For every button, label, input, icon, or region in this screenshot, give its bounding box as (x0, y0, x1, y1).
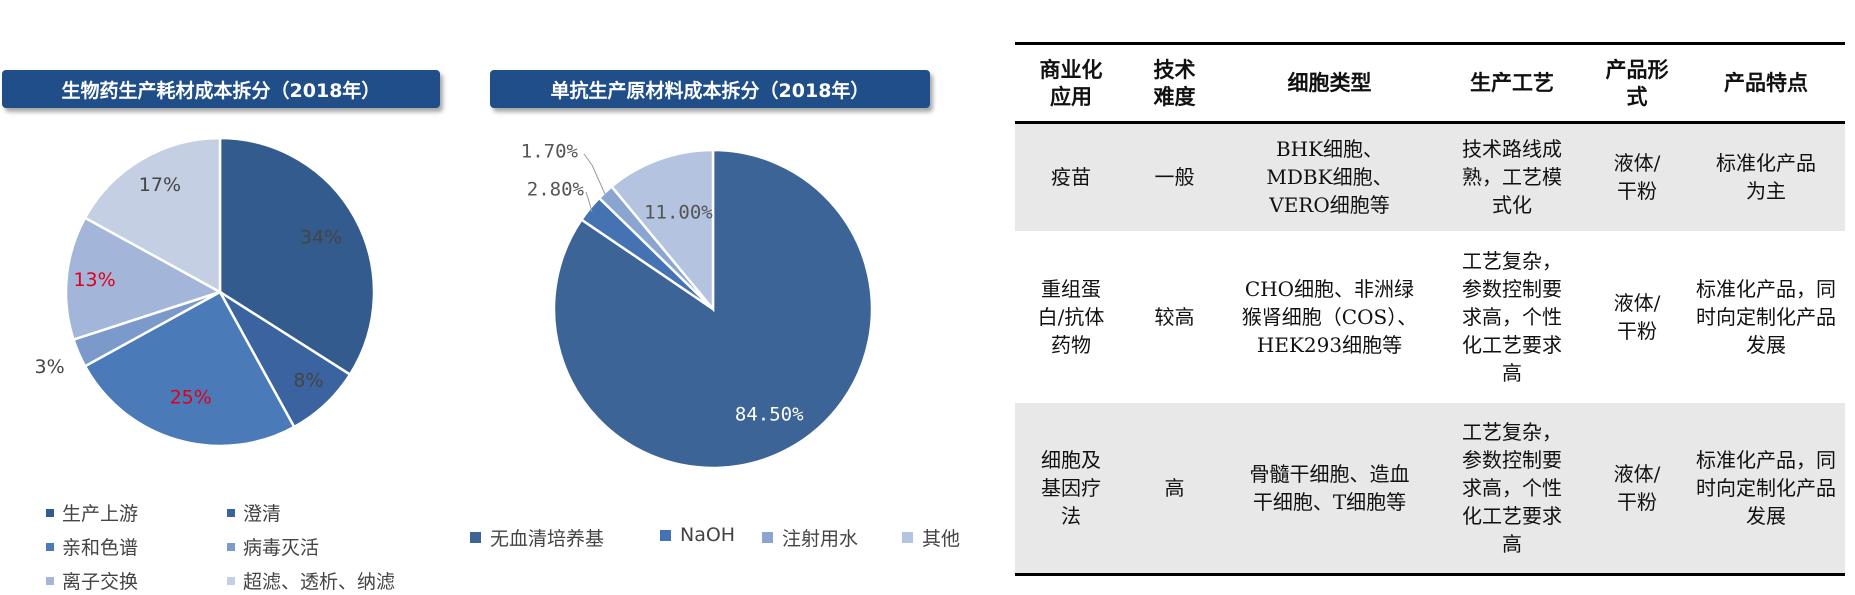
header-cell-type: 细胞类型 (1222, 42, 1437, 124)
header-feature: 产品特点 (1687, 42, 1845, 124)
legend-swatch (902, 532, 913, 543)
cell-cell-type: CHO细胞、非洲绿猴肾细胞（COS）、HEK293细胞等 (1241, 276, 1418, 357)
legend-swatch (227, 576, 235, 585)
legend-item: 生产上游 (46, 499, 138, 526)
pie-leader-line-2-3 (583, 153, 606, 195)
header-difficulty: 技术难度 (1127, 42, 1222, 124)
biologics-table: 商业化应用 技术难度 细胞类型 生产工艺 产品形式 产品特点 疫苗 一般 BHK… (1015, 42, 1845, 576)
pie-slice-2-4 (609, 148, 715, 313)
pie-data-label: 1.70% (521, 141, 579, 163)
cell-process: 工艺复杂，参数控制要求高，个性化工艺要求高 (1462, 248, 1562, 385)
chart-1-title: 生物药生产耗材成本拆分（2018年） (2, 70, 440, 108)
cell-feature: 标准化产品，同时向定制化产品发展 (1696, 276, 1836, 357)
legend-label: 注射用水 (782, 528, 859, 550)
chart-2-title: 单抗生产原材料成本拆分（2018年） (490, 70, 930, 108)
legend-label: 生产上游 (62, 503, 139, 525)
legend-label: 澄清 (243, 503, 282, 525)
legend-item: 其他 (902, 524, 960, 551)
pie-data-label: 17% (139, 174, 181, 196)
pie-data-label: 13% (73, 269, 115, 291)
pie-data-label: 2.80% (527, 179, 585, 201)
cell-form: 液体/干粉 (1587, 402, 1687, 576)
pie-2: 84.50% 2.80% 1.70% 11.00% (521, 141, 874, 470)
cell-application: 细胞及基因疗法 (1015, 402, 1127, 576)
legend-swatch (227, 542, 235, 551)
pie-data-label: 25% (170, 386, 212, 408)
legend-label: 超滤、透析、纳滤 (243, 571, 396, 593)
legend-label: 其他 (922, 528, 961, 550)
pie-1: 34% 8% 25% 3% 13% 17% (35, 136, 376, 448)
cell-form: 液体/干粉 (1587, 122, 1687, 231)
table-row: 重组蛋白/抗体药物 较高 CHO细胞、非洲绿猴肾细胞（COS）、HEK293细胞… (1015, 231, 1845, 403)
legend-label: 无血清培养基 (490, 528, 605, 550)
table-row: 疫苗 一般 BHK细胞、MDBK细胞、VERO细胞等 技术路线成熟，工艺模式化 … (1015, 122, 1845, 231)
header-application: 商业化应用 (1015, 42, 1127, 124)
legend-item: 无血清培养基 (470, 524, 604, 551)
legend-item: 澄清 (227, 499, 281, 526)
legend-swatch (660, 529, 671, 541)
cell-feature: 标准化产品为主 (1687, 122, 1845, 231)
pie-charts: 34% 8% 25% 3% 13% 17% 84.50% 2.80% 1.70% 11.00% (35, 136, 874, 470)
legend-label: NaOH (680, 524, 736, 546)
cell-application: 疫苗 (1015, 122, 1127, 231)
pie-data-label: 84.50% (735, 404, 804, 426)
cell-difficulty: 一般 (1127, 122, 1222, 231)
legend-label: 亲和色谱 (62, 537, 139, 559)
legend-swatch (227, 508, 235, 517)
table-header-row: 商业化应用 技术难度 细胞类型 生产工艺 产品形式 产品特点 (1015, 42, 1845, 124)
legend-item: 离子交换 (46, 567, 138, 594)
legend-item: 注射用水 (762, 524, 858, 551)
cell-form: 液体/干粉 (1613, 290, 1661, 343)
legend-label: 病毒灭活 (243, 537, 320, 559)
cell-cell-type: BHK细胞、MDBK细胞、VERO细胞等 (1222, 122, 1437, 231)
pie-slice-1-6 (83, 136, 222, 295)
cell-feature: 标准化产品，同时向定制化产品发展 (1687, 402, 1845, 576)
pie-data-label: 34% (300, 227, 342, 249)
cell-difficulty: 高 (1127, 402, 1222, 576)
legend-swatch (46, 576, 54, 585)
legend-swatch (46, 542, 54, 551)
cell-process: 工艺复杂，参数控制要求高，个性化工艺要求高 (1437, 402, 1587, 576)
pie-leader-line-2-2 (585, 191, 593, 213)
legend-item: 病毒灭活 (227, 533, 319, 560)
pie-data-label: 3% (35, 356, 65, 378)
pie-slice-1-5 (64, 216, 224, 342)
legend-swatch (762, 532, 773, 543)
legend-label: 离子交换 (62, 571, 139, 593)
legend-item: NaOH (660, 524, 735, 546)
legend-item: 超滤、透析、纳滤 (227, 567, 395, 594)
table-row: 细胞及基因疗法 高 骨髓干细胞、造血干细胞、T细胞等 工艺复杂，参数控制要求高，… (1015, 402, 1845, 576)
header-form: 产品形式 (1587, 42, 1687, 124)
cell-cell-type: 骨髓干细胞、造血干细胞、T细胞等 (1222, 402, 1437, 576)
legend-item: 亲和色谱 (46, 533, 138, 560)
cell-process: 技术路线成熟，工艺模式化 (1437, 122, 1587, 231)
pie-data-label: 8% (293, 369, 323, 391)
header-process: 生产工艺 (1437, 42, 1587, 124)
cell-difficulty: 较高 (1154, 304, 1195, 329)
pie-slice-1-3 (83, 290, 296, 448)
cell-application: 重组蛋白/抗体药物 (1037, 276, 1105, 357)
legend-swatch (46, 508, 54, 517)
pie-data-label: 11.00% (644, 202, 713, 224)
legend-swatch (470, 532, 481, 543)
